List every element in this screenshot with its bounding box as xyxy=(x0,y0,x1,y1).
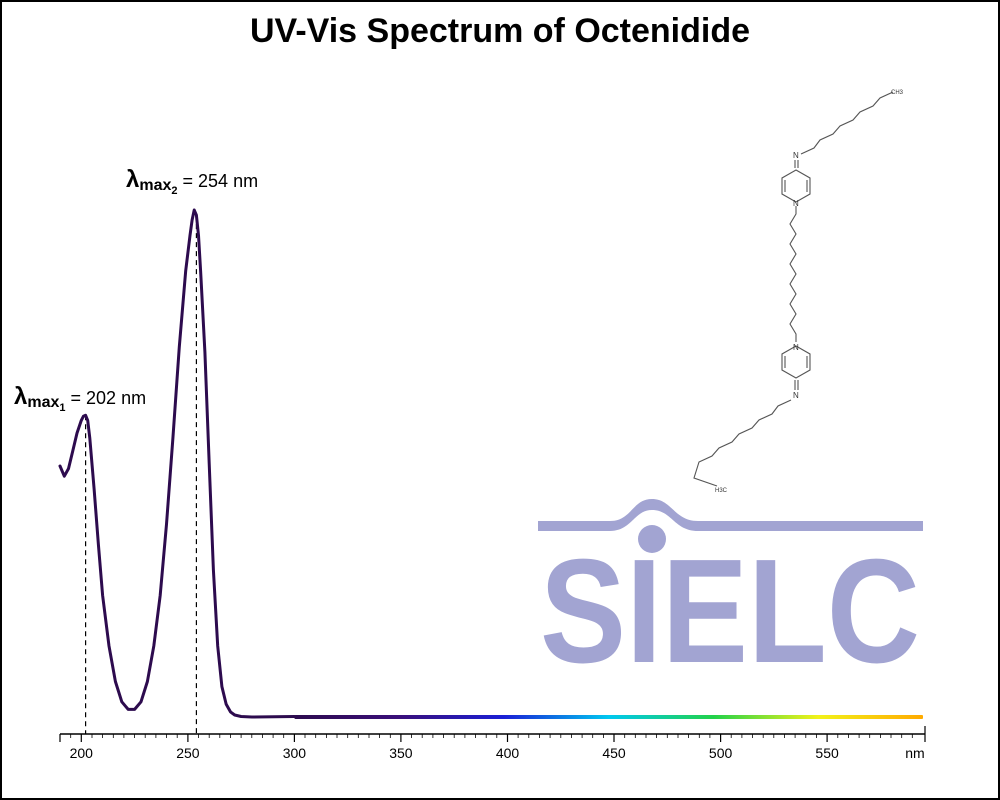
top-alkyl-chain xyxy=(800,91,894,155)
atom-label-n1: N xyxy=(793,151,799,160)
atom-label-h3c: H3C xyxy=(715,488,728,494)
x-tick-label: 200 xyxy=(70,745,94,761)
atom-label-n3: N xyxy=(793,343,799,352)
molecule-labels: N N N N CH3 H3C xyxy=(715,90,904,494)
spectrum-line xyxy=(58,208,296,719)
x-axis: 200 250 300 350 400 450 500 550 nm xyxy=(59,726,926,761)
x-tick-label: 400 xyxy=(496,745,520,761)
x-tick-label: 350 xyxy=(389,745,413,761)
spectrum-layer xyxy=(58,208,923,719)
bottom-pyridine-ring xyxy=(781,345,811,379)
peak-annotation-label: λmax2 = 254 nm xyxy=(126,166,258,197)
x-tick-label: 500 xyxy=(709,745,733,761)
x-tick-label: 250 xyxy=(176,745,200,761)
atom-label-n4: N xyxy=(793,391,799,400)
x-tick-label: 550 xyxy=(815,745,839,761)
x-axis-unit-label: nm xyxy=(905,745,924,761)
molecule-structure xyxy=(693,91,894,487)
atom-label-n2: N xyxy=(793,199,799,208)
spectrum-visible-band xyxy=(294,715,923,719)
logo-text: SIELC xyxy=(540,529,920,694)
peak-guide-lines xyxy=(84,215,197,734)
sielc-logo: SIELC xyxy=(538,499,923,694)
x-tick-label: 450 xyxy=(602,745,626,761)
top-pyridine-ring xyxy=(781,169,811,203)
peak-annotation-label: λmax1 = 202 nm xyxy=(14,383,146,414)
central-alkyl-chain xyxy=(789,206,797,342)
logo-dot xyxy=(638,525,666,553)
logo-top-swoosh xyxy=(538,499,923,531)
chart-title: UV-Vis Spectrum of Octenidide xyxy=(249,12,751,50)
bottom-alkyl-chain xyxy=(693,399,792,487)
atom-label-ch3: CH3 xyxy=(891,90,904,96)
x-tick-label: 300 xyxy=(283,745,307,761)
peak-annotations: λmax1 = 202 nm λmax2 = 254 nm xyxy=(14,166,258,414)
